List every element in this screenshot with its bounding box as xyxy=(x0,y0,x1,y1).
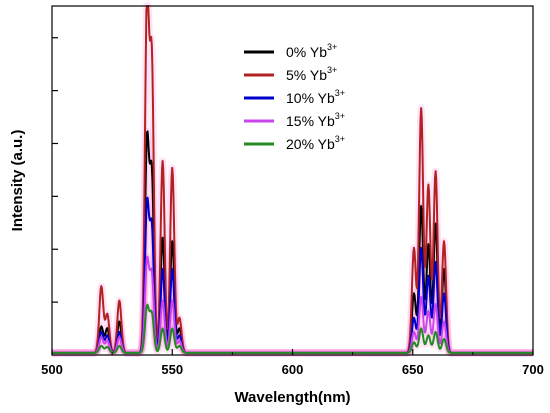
legend-label-text: 20% Yb xyxy=(286,136,335,152)
legend-label-superscript: 3+ xyxy=(327,42,337,52)
x-tick-label: 500 xyxy=(41,362,63,377)
axis-ticks xyxy=(51,37,534,355)
legend-label-superscript: 3+ xyxy=(335,134,345,144)
legend-label: 10% Yb3+ xyxy=(286,88,345,106)
x-tick-label: 700 xyxy=(522,362,544,377)
legend-label-superscript: 3+ xyxy=(335,88,345,98)
x-tick-labels: 500 550 600 650 700 xyxy=(41,362,544,377)
legend-label-text: 5% Yb xyxy=(286,67,327,83)
y-axis-title: Intensity (a.u.) xyxy=(9,130,26,232)
legend-label-superscript: 3+ xyxy=(335,111,345,121)
legend-label-superscript: 3+ xyxy=(327,65,337,75)
x-tick-label: 550 xyxy=(161,362,183,377)
legend-label: 15% Yb3+ xyxy=(286,111,345,129)
legend-label-text: 0% Yb xyxy=(286,44,327,60)
x-axis-title: Wavelength(nm) xyxy=(234,389,350,406)
legend: 0% Yb3+5% Yb3+10% Yb3+15% Yb3+20% Yb3+ xyxy=(244,42,345,152)
legend-label: 20% Yb3+ xyxy=(286,134,345,152)
legend-label: 0% Yb3+ xyxy=(286,42,337,60)
legend-label-text: 15% Yb xyxy=(286,113,335,129)
legend-label: 5% Yb3+ xyxy=(286,65,337,83)
x-tick-label: 650 xyxy=(402,362,424,377)
x-tick-label: 600 xyxy=(282,362,304,377)
legend-label-text: 10% Yb xyxy=(286,90,335,106)
